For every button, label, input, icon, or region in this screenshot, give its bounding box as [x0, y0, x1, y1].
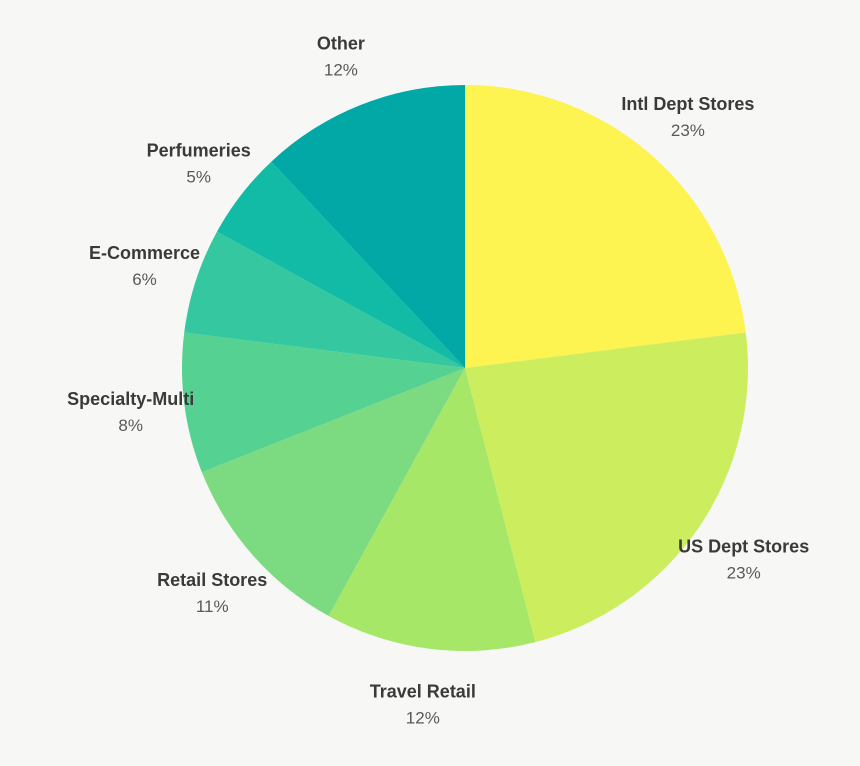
- slice-label-e-commerce: E-Commerce: [89, 243, 200, 263]
- pie-slice-retail-stores: [201, 368, 465, 616]
- slice-label-specialty-multi: Specialty-Multi: [67, 389, 194, 409]
- slice-percent-other: 12%: [324, 61, 358, 80]
- slice-percent-retail-stores: 11%: [196, 597, 229, 616]
- slice-percent-us-dept-stores: 23%: [727, 563, 761, 582]
- pie-slice-perfumeries: [217, 161, 465, 368]
- slice-label-retail-stores: Retail Stores: [157, 570, 267, 590]
- pie-slice-specialty-multi: [181, 332, 465, 473]
- slice-percent-travel-retail: 12%: [406, 708, 440, 727]
- pie-labels: Intl Dept Stores 23% US Dept Stores 23% Trav…: [67, 34, 809, 728]
- slice-percent-intl-dept-stores: 23%: [671, 121, 705, 140]
- slice-label-intl-dept-stores: Intl Dept Stores: [621, 94, 754, 114]
- slice-label-other: Other: [317, 34, 365, 54]
- slice-percent-perfumeries: 5%: [186, 168, 211, 187]
- pie-slice-other: [271, 85, 465, 368]
- pie-slices: [181, 85, 749, 651]
- pie-slice-e-commerce: [184, 231, 466, 368]
- slice-label-travel-retail: Travel Retail: [370, 681, 476, 701]
- slice-label-us-dept-stores: US Dept Stores: [678, 536, 809, 556]
- slice-percent-e-commerce: 6%: [132, 270, 157, 289]
- pie-slice-intl-dept-stores: [465, 85, 746, 368]
- slice-label-perfumeries: Perfumeries: [147, 141, 251, 161]
- pie-slice-us-dept-stores: [465, 332, 749, 643]
- pie-slice-travel-retail: [328, 368, 536, 651]
- slice-percent-specialty-multi: 8%: [118, 416, 143, 435]
